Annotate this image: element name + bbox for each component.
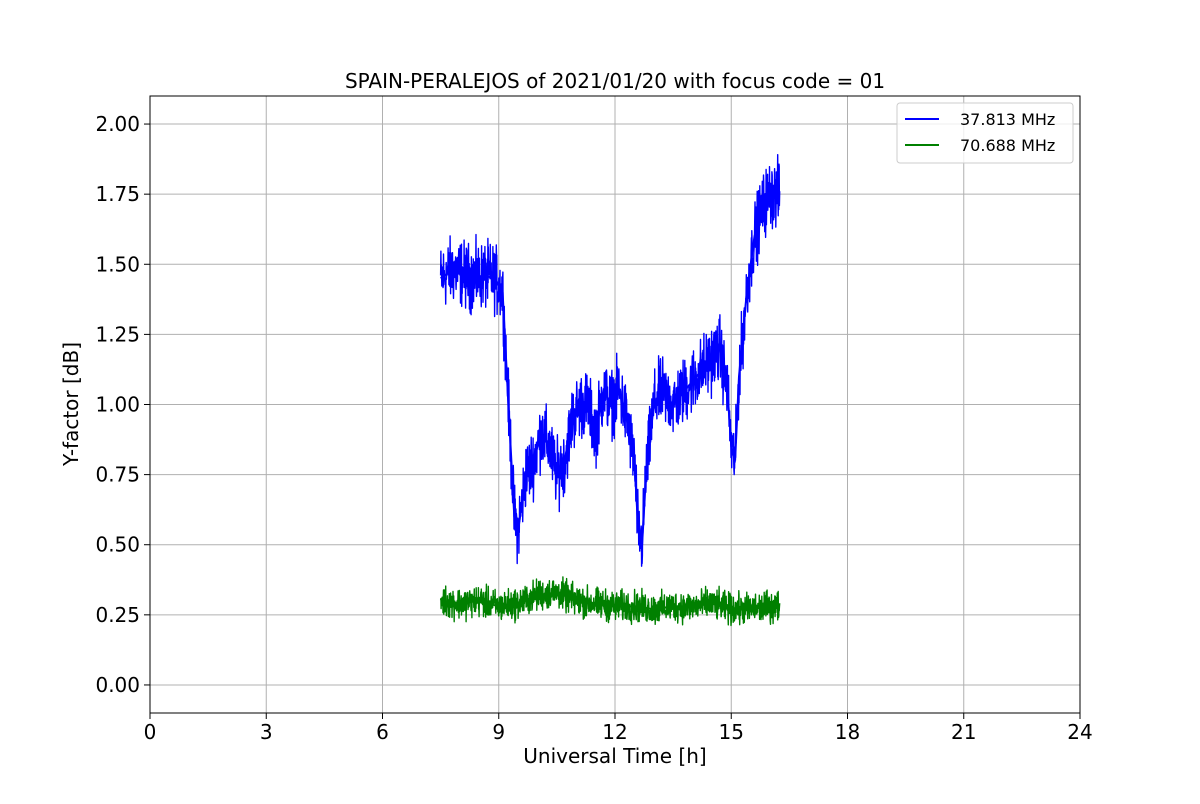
y-tick-label: 0.75 xyxy=(95,463,140,487)
y-tick-label: 0.00 xyxy=(95,673,140,697)
x-tick-label: 0 xyxy=(144,720,157,744)
series-trace-2 xyxy=(439,576,781,627)
x-tick-label: 21 xyxy=(951,720,976,744)
series-line-1 xyxy=(440,193,780,545)
x-tick-label: 18 xyxy=(835,720,860,744)
x-tick-label: 24 xyxy=(1067,720,1092,744)
y-tick-label: 1.25 xyxy=(95,322,140,346)
x-tick-label: 12 xyxy=(602,720,627,744)
ticks-layer: 0 3 6 9 12 15 18 21 24 0.00 0.25 0.50 0.75 1.00 1.25 1.… xyxy=(95,112,1092,744)
legend-box xyxy=(896,102,1074,164)
y-tick-label: 0.25 xyxy=(95,603,140,627)
legend-label-series-2: 70.688 MHz xyxy=(960,136,1055,155)
legend: 37.813 MHz 70.688 MHz xyxy=(896,102,1074,164)
series-line-2 xyxy=(440,591,780,611)
x-tick-label: 9 xyxy=(492,720,505,744)
x-tick-label: 3 xyxy=(260,720,273,744)
y-axis-label: Y-factor [dB] xyxy=(59,342,83,467)
x-axis-label: Universal Time [h] xyxy=(523,744,706,768)
x-tick-label: 6 xyxy=(376,720,389,744)
chart-title: SPAIN-PERALEJOS of 2021/01/20 with focus… xyxy=(345,69,885,93)
y-tick-label: 2.00 xyxy=(95,112,140,136)
y-tick-label: 1.50 xyxy=(95,252,140,276)
y-tick-label: 1.00 xyxy=(95,393,140,417)
legend-label-series-1: 37.813 MHz xyxy=(960,110,1055,129)
x-tick-label: 15 xyxy=(719,720,744,744)
series-trace-1 xyxy=(439,154,781,567)
y-tick-label: 1.75 xyxy=(95,182,140,206)
y-tick-label: 0.50 xyxy=(95,533,140,557)
series-layer xyxy=(439,154,781,627)
